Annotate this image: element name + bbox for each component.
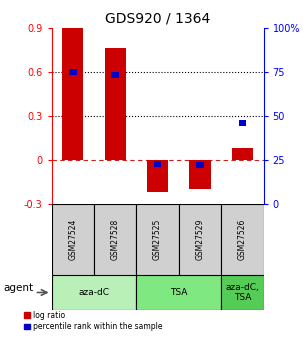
Text: GSM27525: GSM27525 xyxy=(153,219,162,260)
Bar xyxy=(69,69,77,75)
Text: TSA: TSA xyxy=(170,288,188,297)
Bar xyxy=(238,120,246,126)
Bar xyxy=(147,160,168,193)
Text: agent: agent xyxy=(3,283,33,293)
FancyBboxPatch shape xyxy=(94,204,136,275)
Bar xyxy=(189,160,211,189)
Text: GSM27528: GSM27528 xyxy=(111,219,120,260)
Text: GSM27524: GSM27524 xyxy=(68,219,77,260)
FancyBboxPatch shape xyxy=(136,275,221,310)
Text: GSM27529: GSM27529 xyxy=(195,219,205,260)
Text: aza-dC,
TSA: aza-dC, TSA xyxy=(225,283,259,302)
Text: aza-dC: aza-dC xyxy=(78,288,109,297)
FancyBboxPatch shape xyxy=(136,204,179,275)
Bar xyxy=(62,28,83,160)
FancyBboxPatch shape xyxy=(52,204,94,275)
FancyBboxPatch shape xyxy=(52,275,136,310)
Text: GSM27526: GSM27526 xyxy=(238,219,247,260)
Bar xyxy=(105,48,126,160)
FancyBboxPatch shape xyxy=(221,275,264,310)
Bar xyxy=(111,72,119,78)
Bar xyxy=(154,161,161,167)
Legend: log ratio, percentile rank within the sample: log ratio, percentile rank within the sa… xyxy=(24,311,163,331)
Title: GDS920 / 1364: GDS920 / 1364 xyxy=(105,11,210,25)
FancyBboxPatch shape xyxy=(179,204,221,275)
Bar xyxy=(232,148,253,160)
FancyBboxPatch shape xyxy=(221,204,264,275)
Bar xyxy=(196,162,204,168)
